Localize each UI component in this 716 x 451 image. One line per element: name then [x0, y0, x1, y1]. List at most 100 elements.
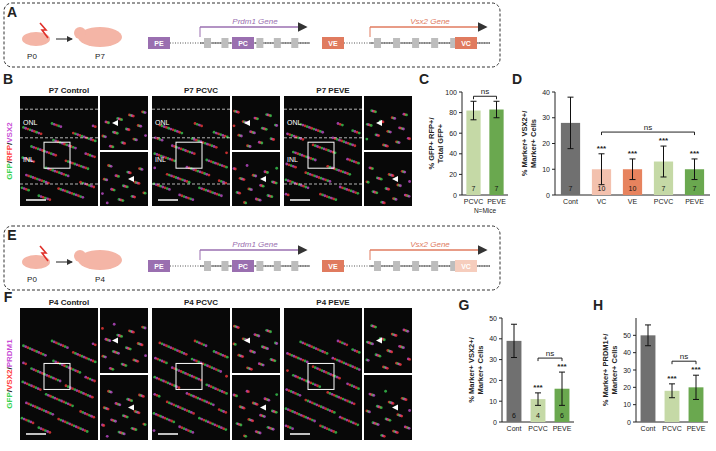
- cell: [246, 164, 249, 167]
- label: Vsx2 Gene: [410, 240, 450, 249]
- cell: [275, 167, 278, 170]
- y-tick: [633, 404, 636, 405]
- cell: [356, 423, 359, 426]
- tick-label: 10: [489, 398, 497, 405]
- micrograph: [232, 96, 280, 150]
- exon: [256, 38, 263, 48]
- cell: [144, 134, 147, 137]
- cell: [358, 132, 361, 135]
- cell: [24, 362, 27, 365]
- n-label: 7: [472, 185, 476, 192]
- error-bar: [535, 393, 541, 405]
- category-label: PEVE: [687, 425, 706, 432]
- cell: [274, 359, 277, 362]
- cell: [126, 186, 129, 189]
- cell: [243, 178, 246, 181]
- cell: [372, 394, 375, 397]
- cell: [144, 192, 147, 195]
- cell: [398, 141, 401, 144]
- cell: [368, 410, 371, 413]
- cell: [107, 408, 110, 411]
- cell: [260, 142, 263, 145]
- error-bar: [496, 101, 497, 117]
- error-bar: [568, 97, 574, 148]
- cell: [108, 339, 111, 342]
- error-bar: [663, 146, 664, 177]
- cell: [104, 135, 107, 138]
- tick-label: 30: [623, 367, 631, 374]
- electroporation-icon: [40, 23, 48, 38]
- cell: [399, 363, 402, 366]
- label: PC: [238, 263, 248, 270]
- cell: [254, 175, 257, 178]
- cell: [259, 432, 262, 435]
- category-label: PEVE: [685, 198, 704, 205]
- marks: [561, 97, 704, 195]
- comparison-bracket: [538, 358, 562, 361]
- label: VC: [461, 40, 471, 47]
- frame: [4, 3, 500, 67]
- cell: [345, 343, 348, 346]
- label: Vsx2 Gene: [410, 17, 450, 26]
- cell: [244, 202, 247, 205]
- significance: ***: [557, 362, 567, 371]
- axis-title: % Marker+ VSX2+/: [520, 110, 529, 176]
- exon: [274, 261, 281, 271]
- n-label: 7: [569, 185, 573, 192]
- inset-box: [176, 363, 202, 389]
- cell: [102, 424, 105, 427]
- scale-bar: [26, 199, 46, 201]
- error-cap: [645, 345, 651, 346]
- cell: [185, 353, 188, 356]
- cell: [238, 192, 241, 195]
- significance: ***: [659, 136, 669, 145]
- cell: [392, 402, 395, 405]
- cell: [334, 198, 337, 201]
- cell: [387, 188, 390, 191]
- channel: GFP: [5, 163, 14, 180]
- enhancer-box: [148, 37, 170, 49]
- cell: [269, 114, 272, 117]
- scale-bar: [158, 199, 178, 201]
- label: Prdm1 Gene: [232, 240, 278, 249]
- cell: [144, 423, 147, 426]
- arrowhead: [376, 338, 382, 344]
- y-tick: [499, 422, 502, 423]
- cell: [225, 375, 228, 378]
- cell: [125, 364, 128, 367]
- y-tick: [459, 153, 462, 154]
- bar-chart: G01020304050% Marker+ VSX2+/Marker+ Cell…: [459, 297, 574, 432]
- cell: [106, 202, 109, 205]
- micrograph: [364, 152, 412, 206]
- cell: [367, 359, 370, 362]
- cell: [92, 416, 95, 419]
- y-tick: [552, 195, 555, 196]
- cell: [178, 386, 181, 389]
- error-bar: [661, 146, 667, 177]
- n-label: 6: [560, 412, 564, 419]
- tick-label: 50: [623, 332, 631, 339]
- cell: [275, 342, 278, 345]
- error-bar: [692, 159, 698, 180]
- cell: [408, 180, 411, 183]
- label: VE: [328, 263, 338, 270]
- axis-title: % Marker+ VSX2+/: [467, 336, 476, 402]
- cell: [379, 355, 382, 358]
- exon: [256, 261, 263, 271]
- cell: [402, 128, 405, 131]
- exon: [412, 38, 419, 48]
- layer-boundary: [20, 137, 98, 138]
- image-title: P4 PCVC: [184, 298, 218, 307]
- cell: [256, 403, 259, 406]
- cell: [275, 124, 278, 127]
- layer-boundary: [152, 109, 230, 110]
- cell: [250, 188, 253, 191]
- line: [200, 26, 306, 28]
- exon: [274, 38, 281, 48]
- exon: [291, 38, 298, 48]
- cell: [142, 395, 145, 398]
- bar-chart: H01020304050% Marker+ PRDM1+/Marker+ Cel…: [593, 297, 708, 432]
- cell: [240, 424, 243, 427]
- cell: [205, 344, 208, 347]
- n-label: 6: [512, 412, 516, 419]
